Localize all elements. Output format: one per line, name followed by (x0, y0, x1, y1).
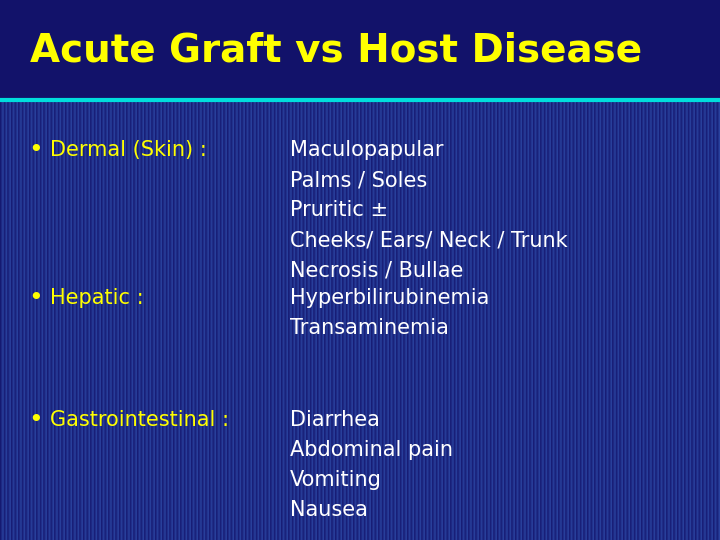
Text: Transaminemia: Transaminemia (290, 318, 449, 338)
Text: •: • (28, 408, 42, 432)
Bar (0, 0, 720, 100)
Text: Palms / Soles: Palms / Soles (290, 170, 427, 190)
Text: Cheeks/ Ears/ Neck / Trunk: Cheeks/ Ears/ Neck / Trunk (290, 230, 567, 250)
Text: Gastrointestinal :: Gastrointestinal : (50, 410, 229, 430)
Text: •: • (28, 286, 42, 310)
Text: Nausea: Nausea (290, 500, 368, 520)
Text: •: • (28, 138, 42, 162)
Text: Hepatic :: Hepatic : (50, 288, 143, 308)
Text: Vomiting: Vomiting (290, 470, 382, 490)
Text: Acute Graft vs Host Disease: Acute Graft vs Host Disease (30, 31, 642, 69)
Text: Dermal (Skin) :: Dermal (Skin) : (50, 140, 207, 160)
Text: Necrosis / Bullae: Necrosis / Bullae (290, 260, 464, 280)
Text: Pruritic ±: Pruritic ± (290, 200, 388, 220)
Text: Hyperbilirubinemia: Hyperbilirubinemia (290, 288, 490, 308)
Text: Diarrhea: Diarrhea (290, 410, 380, 430)
Text: Maculopapular: Maculopapular (290, 140, 444, 160)
Text: Abdominal pain: Abdominal pain (290, 440, 453, 460)
